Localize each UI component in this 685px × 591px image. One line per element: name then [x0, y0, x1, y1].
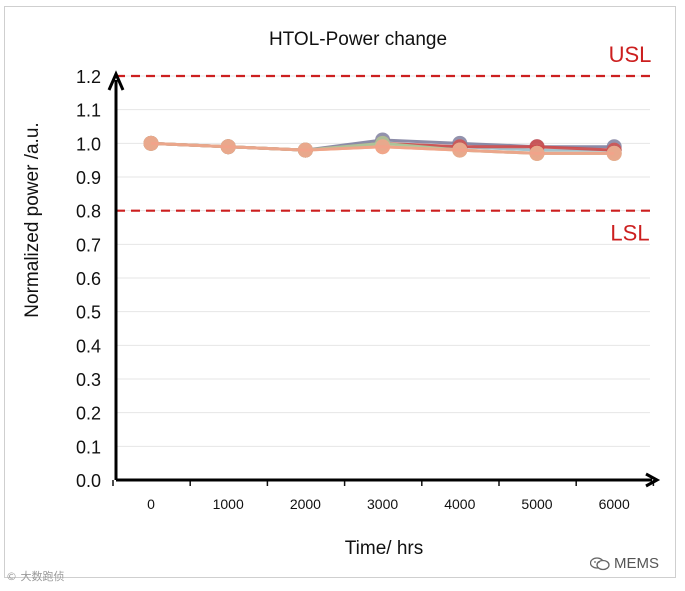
y-tick-label: 1.1 — [76, 101, 101, 121]
y-tick-label: 0.8 — [76, 202, 101, 222]
x-tick-label: 4000 — [444, 496, 475, 512]
y-tick-label: 0.5 — [76, 303, 101, 323]
wechat-icon — [590, 556, 610, 571]
x-tick-label: 0 — [147, 496, 155, 512]
y-axis-arrow — [107, 70, 125, 91]
gridlines — [116, 75, 650, 447]
y-tick-label: 0.7 — [76, 235, 101, 255]
y-tick-label: 0.4 — [76, 336, 101, 356]
x-axis-arrow — [645, 472, 661, 488]
watermark-right: MEMS — [590, 555, 659, 572]
data-point — [606, 145, 622, 161]
y-tick-label: 0.3 — [76, 370, 101, 390]
y-tick-label: 1.2 — [76, 67, 101, 87]
x-tick-label: 1000 — [213, 496, 244, 512]
y-tick-label: 0.6 — [76, 269, 101, 289]
y-tick-label: 0.0 — [76, 471, 101, 491]
data-point — [297, 142, 313, 158]
watermark-left: © 大数跑侦 — [6, 570, 65, 583]
y-tick-label: 0.2 — [76, 404, 101, 424]
y-tick-label: 0.9 — [76, 168, 101, 188]
ref-label-lsl: LSL — [610, 221, 649, 246]
x-tick-label: 2000 — [290, 496, 321, 512]
x-axis-label: Time/ hrs — [345, 538, 423, 559]
data-point — [452, 142, 468, 158]
spec-limit-lines: USL LSL — [116, 42, 654, 246]
chart-title: HTOL-Power change — [269, 29, 447, 50]
data-point — [220, 139, 236, 155]
tick-labels: 0.0 0.1 0.2 0.3 0.4 0.5 0.6 0.7 0.8 0.9 1.0 1.1 1.2 0… — [76, 67, 630, 512]
data-point — [529, 145, 545, 161]
x-tick-label: 5000 — [521, 496, 552, 512]
y-tick-label: 1.0 — [76, 134, 101, 154]
data-point — [143, 135, 159, 151]
y-axis-label: Normalized power /a.u. — [22, 122, 43, 317]
x-tick-label: 6000 — [599, 496, 630, 512]
chart-frame — [4, 6, 676, 578]
watermark-right-text: MEMS — [614, 555, 659, 572]
axes — [107, 70, 661, 488]
ref-label-usl: USL — [609, 42, 652, 67]
y-tick-label: 0.1 — [76, 437, 101, 457]
series-lines — [143, 132, 622, 161]
x-tick-label: 3000 — [367, 496, 398, 512]
data-point — [375, 139, 391, 155]
